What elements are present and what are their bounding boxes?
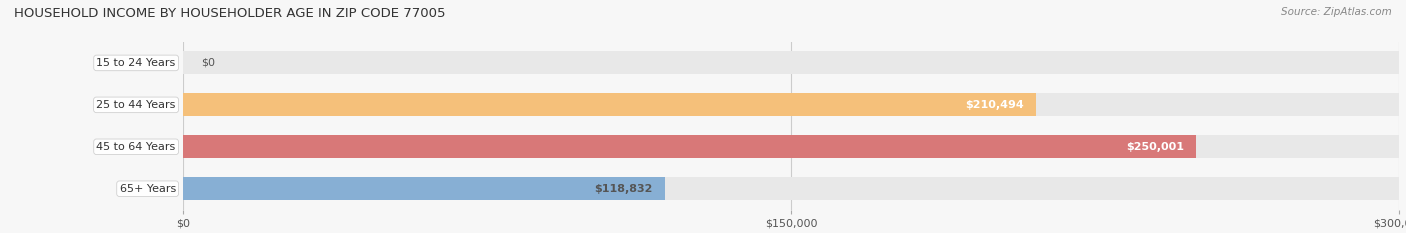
Text: $118,832: $118,832: [593, 184, 652, 194]
Text: Source: ZipAtlas.com: Source: ZipAtlas.com: [1281, 7, 1392, 17]
Bar: [183, 177, 665, 200]
Text: 65+ Years: 65+ Years: [120, 184, 176, 194]
Text: HOUSEHOLD INCOME BY HOUSEHOLDER AGE IN ZIP CODE 77005: HOUSEHOLD INCOME BY HOUSEHOLDER AGE IN Z…: [14, 7, 446, 20]
Text: $210,494: $210,494: [965, 100, 1024, 110]
Text: 25 to 44 Years: 25 to 44 Years: [97, 100, 176, 110]
Bar: [183, 135, 1197, 158]
Text: $250,001: $250,001: [1126, 142, 1184, 152]
Bar: [183, 93, 1036, 116]
Bar: [183, 51, 1399, 75]
Text: $0: $0: [201, 58, 215, 68]
Bar: [183, 135, 1399, 158]
Text: 45 to 64 Years: 45 to 64 Years: [97, 142, 176, 152]
Text: 15 to 24 Years: 15 to 24 Years: [97, 58, 176, 68]
Bar: [183, 177, 1399, 200]
Bar: [183, 93, 1399, 116]
